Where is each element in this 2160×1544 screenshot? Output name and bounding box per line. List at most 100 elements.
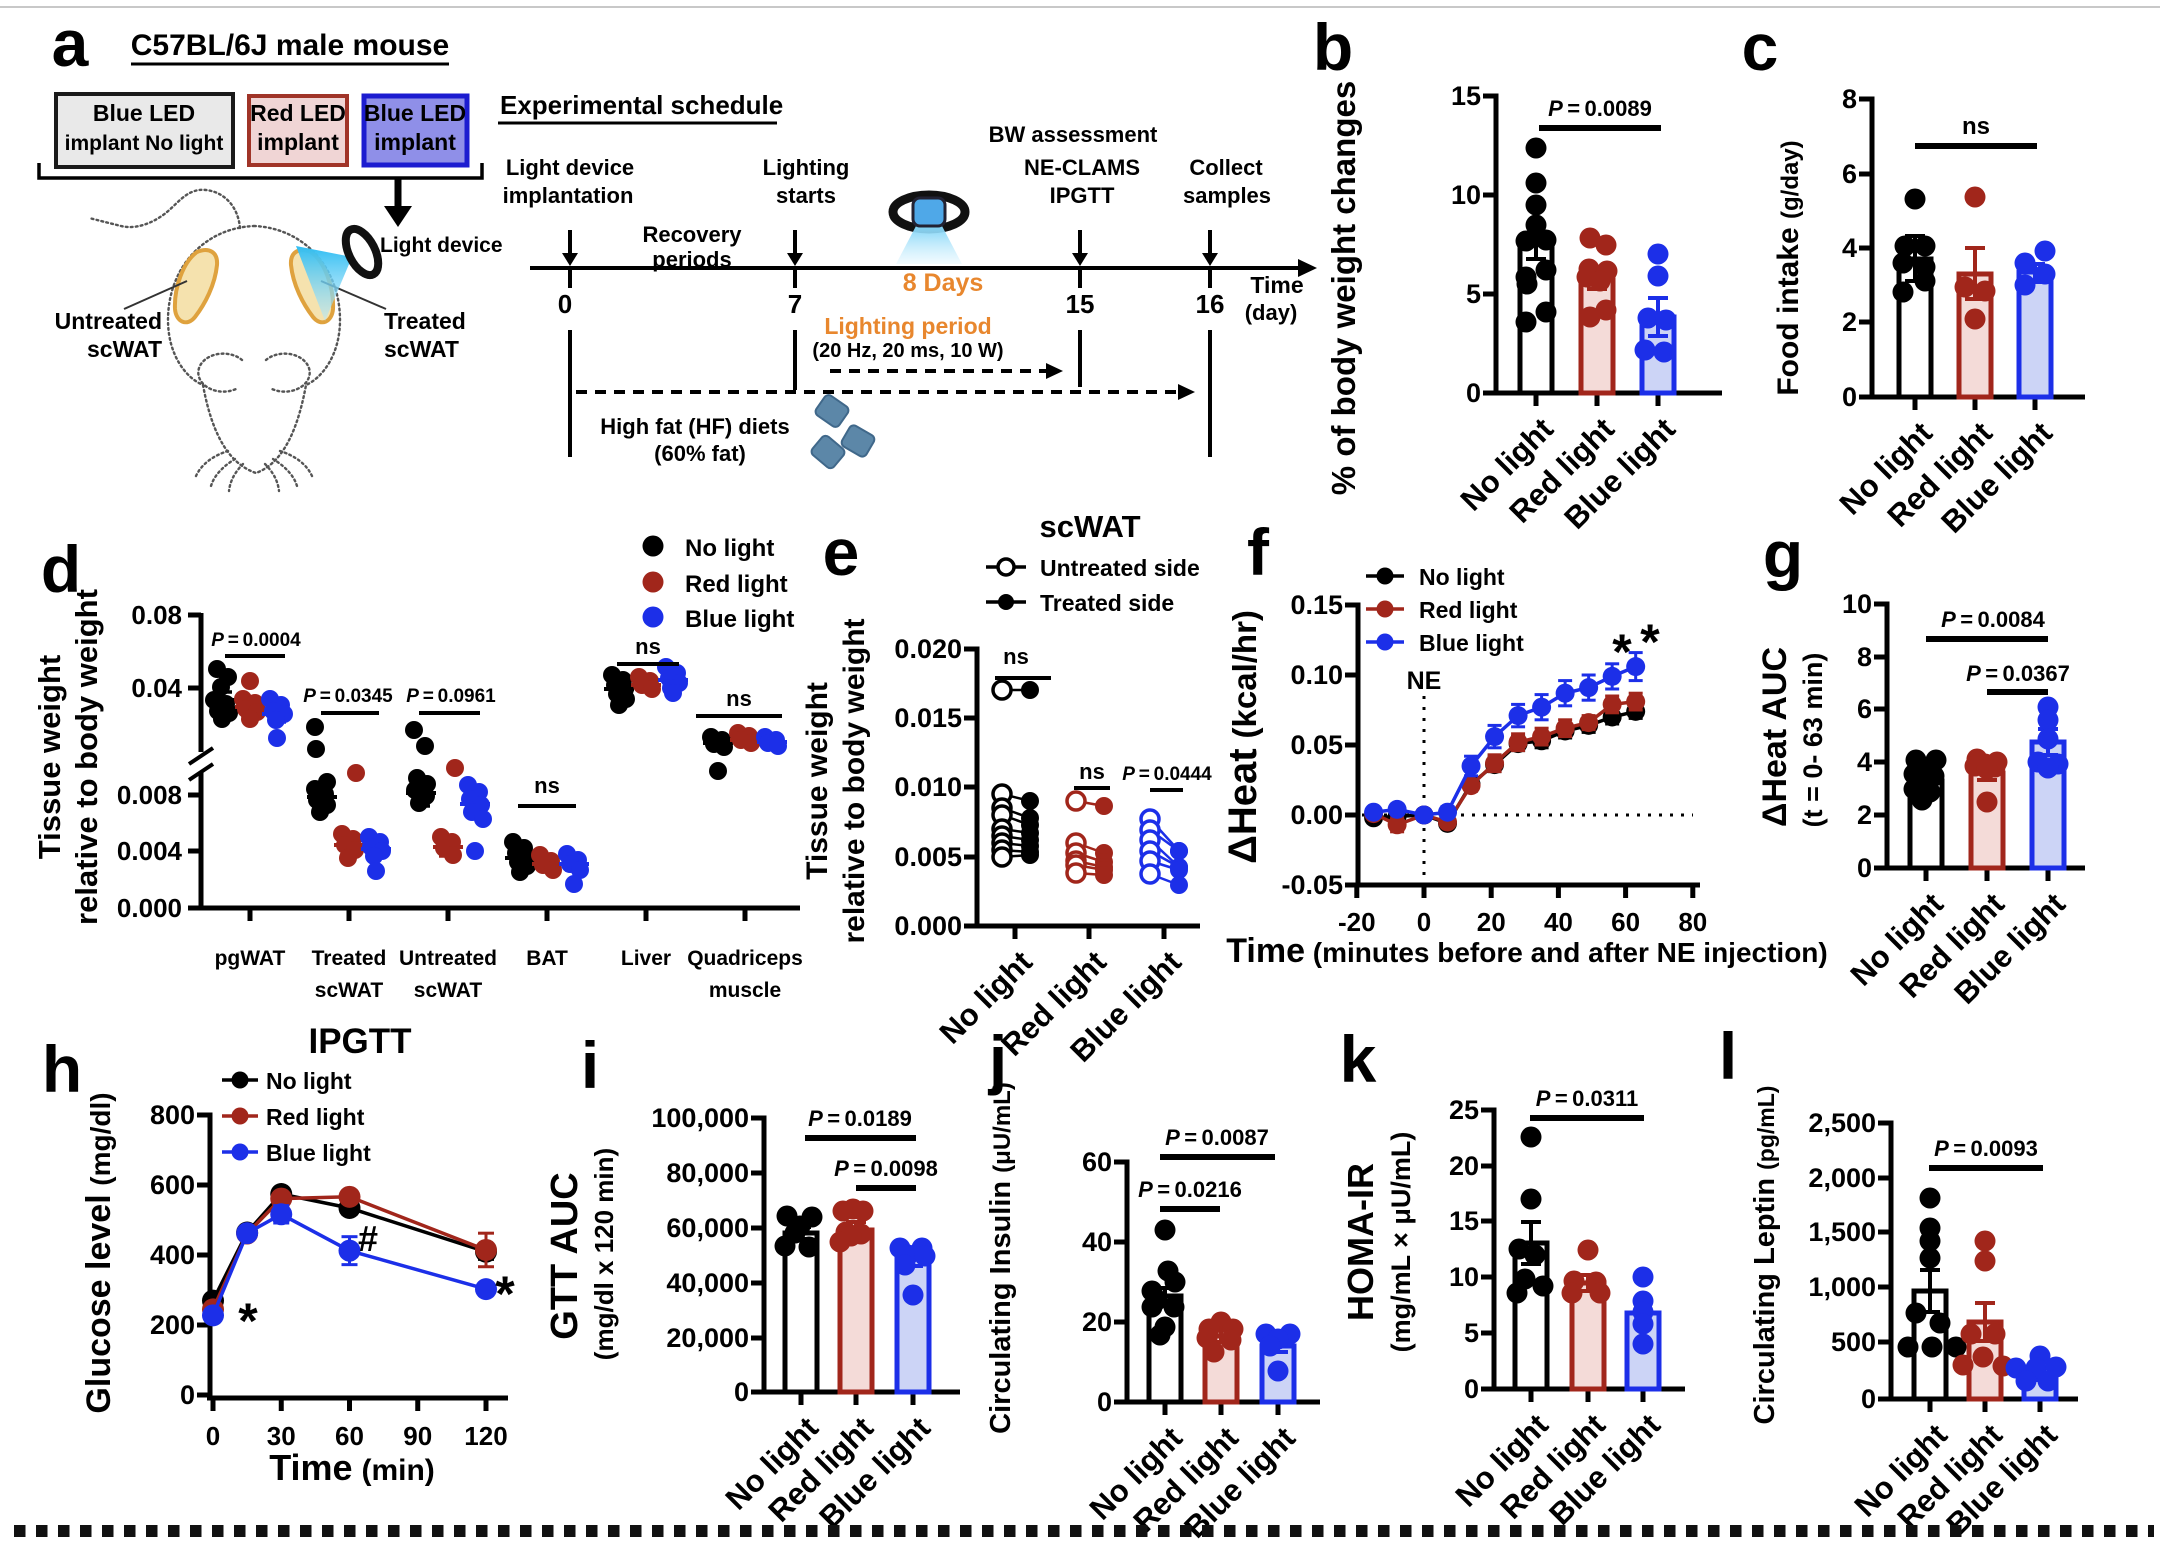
svg-text:15: 15 — [1066, 289, 1095, 319]
svg-text:200: 200 — [150, 1310, 195, 1340]
svg-text:Treated: Treated — [384, 308, 466, 334]
svg-text:0.004: 0.004 — [117, 836, 183, 866]
svg-text:implant: implant — [257, 129, 339, 155]
svg-text:ns: ns — [635, 634, 661, 659]
svg-text:P = 0.0093: P = 0.0093 — [1934, 1136, 2038, 1161]
svg-text:0: 0 — [180, 1380, 195, 1410]
svg-text:0.010: 0.010 — [894, 772, 962, 802]
svg-text:starts: starts — [776, 183, 836, 208]
svg-text:0: 0 — [1464, 1374, 1479, 1404]
svg-text:h: h — [42, 1032, 82, 1106]
svg-text:0.005: 0.005 — [894, 842, 962, 872]
svg-text:ns: ns — [1003, 644, 1029, 669]
svg-text:HOMA-IR: HOMA-IR — [1340, 1163, 1381, 1321]
svg-text:0: 0 — [734, 1377, 749, 1407]
svg-text:Blue LED: Blue LED — [364, 100, 466, 126]
svg-text:P = 0.0089: P = 0.0089 — [1548, 96, 1652, 121]
svg-text:Blue light: Blue light — [1419, 630, 1524, 656]
svg-text:Treated: Treated — [312, 947, 387, 970]
svg-text:800: 800 — [150, 1100, 195, 1130]
svg-text:scWAT: scWAT — [1039, 509, 1140, 544]
svg-text:80: 80 — [1678, 907, 1707, 937]
svg-text:0.020: 0.020 — [894, 634, 962, 664]
svg-text:pgWAT: pgWAT — [215, 947, 286, 970]
svg-text:Quadriceps: Quadriceps — [687, 947, 803, 970]
svg-text:No light: No light — [685, 535, 774, 562]
svg-text:High fat (HF) diets: High fat (HF) diets — [600, 414, 789, 439]
svg-text:implant: implant — [374, 129, 456, 155]
svg-text:IPGTT: IPGTT — [1050, 183, 1115, 208]
svg-text:b: b — [1313, 10, 1353, 84]
svg-text:4: 4 — [1842, 233, 1857, 263]
svg-text:Collect: Collect — [1189, 155, 1263, 180]
svg-text:5: 5 — [1466, 279, 1481, 309]
svg-text:Tissue weight: Tissue weight — [801, 682, 834, 880]
svg-text:500: 500 — [1831, 1327, 1876, 1357]
svg-text:Time: Time — [1250, 272, 1303, 298]
svg-text:8 Days: 8 Days — [903, 269, 984, 297]
svg-text:2,500: 2,500 — [1808, 1108, 1876, 1138]
svg-text:20,000: 20,000 — [666, 1323, 749, 1353]
svg-text:25: 25 — [1449, 1095, 1479, 1125]
svg-text:i: i — [581, 1028, 599, 1102]
svg-text:samples: samples — [1183, 183, 1271, 208]
svg-text:Glucose level (mg/dl): Glucose level (mg/dl) — [80, 1092, 118, 1413]
svg-text:k: k — [1340, 1022, 1377, 1096]
svg-text:relative to body weight: relative to body weight — [69, 589, 104, 925]
svg-text:NE: NE — [1407, 667, 1442, 695]
svg-text:Recovery: Recovery — [642, 222, 742, 247]
svg-text:Circulating Insulin (μU/mL): Circulating Insulin (μU/mL) — [985, 1082, 1017, 1434]
svg-text:Red LED: Red LED — [250, 100, 346, 126]
svg-text:Red light: Red light — [266, 1104, 365, 1130]
svg-text:0: 0 — [1417, 907, 1431, 937]
svg-text:f: f — [1247, 515, 1270, 589]
svg-text:d: d — [41, 532, 81, 606]
svg-text:0.10: 0.10 — [1290, 660, 1343, 690]
svg-text:0.008: 0.008 — [117, 780, 182, 810]
svg-text:0: 0 — [1861, 1384, 1876, 1414]
svg-text:P = 0.0444: P = 0.0444 — [1122, 764, 1212, 785]
svg-text:8: 8 — [1857, 642, 1872, 672]
svg-text:periods: periods — [652, 247, 731, 272]
svg-text:Untreated: Untreated — [399, 947, 497, 970]
svg-text:relative to body weight: relative to body weight — [838, 618, 871, 943]
svg-text:6: 6 — [1842, 159, 1857, 189]
svg-text:scWAT: scWAT — [315, 979, 384, 1002]
svg-text:Blue light: Blue light — [685, 606, 794, 633]
svg-text:0: 0 — [1097, 1387, 1112, 1417]
svg-text:(60% fat): (60% fat) — [654, 441, 746, 466]
svg-text:0.15: 0.15 — [1290, 590, 1343, 620]
svg-text:Lighting period: Lighting period — [824, 313, 991, 339]
svg-text:15: 15 — [1451, 81, 1481, 111]
svg-text:4: 4 — [1857, 747, 1872, 777]
svg-text:ns: ns — [534, 773, 560, 798]
svg-text:1,500: 1,500 — [1808, 1217, 1876, 1247]
svg-text:Light device: Light device — [506, 155, 634, 180]
svg-text:40: 40 — [1544, 907, 1573, 937]
svg-text:c: c — [1742, 10, 1779, 84]
svg-text:(t = 0- 63 min): (t = 0- 63 min) — [1798, 653, 1828, 828]
svg-text:implant No light: implant No light — [65, 132, 224, 155]
svg-text:2,000: 2,000 — [1808, 1163, 1876, 1193]
svg-text:7: 7 — [788, 289, 802, 319]
svg-text:400: 400 — [150, 1240, 195, 1270]
svg-text:2: 2 — [1857, 800, 1872, 830]
svg-text:g: g — [1763, 517, 1803, 591]
svg-text:implantation: implantation — [503, 183, 634, 208]
svg-text:10: 10 — [1842, 589, 1872, 619]
svg-text:60: 60 — [1611, 907, 1640, 937]
svg-text:Light device: Light device — [380, 234, 503, 257]
svg-text:*: * — [238, 1293, 258, 1349]
svg-text:a: a — [52, 6, 90, 80]
svg-text:60,000: 60,000 — [666, 1213, 749, 1243]
svg-text:(mg/mL × μU/mL): (mg/mL × μU/mL) — [1386, 1132, 1416, 1353]
svg-text:2: 2 — [1842, 307, 1857, 337]
svg-text:P = 0.0961: P = 0.0961 — [406, 686, 496, 707]
svg-text:ΔHeat AUC: ΔHeat AUC — [1756, 647, 1794, 827]
svg-text:10: 10 — [1451, 180, 1481, 210]
svg-text:P = 0.0084: P = 0.0084 — [1941, 607, 2045, 632]
svg-text:C57BL/6J male mouse: C57BL/6J male mouse — [131, 29, 449, 62]
svg-text:BW assessment: BW assessment — [989, 122, 1158, 147]
svg-text:No light: No light — [266, 1068, 352, 1094]
svg-text:P = 0.0189: P = 0.0189 — [808, 1106, 912, 1131]
